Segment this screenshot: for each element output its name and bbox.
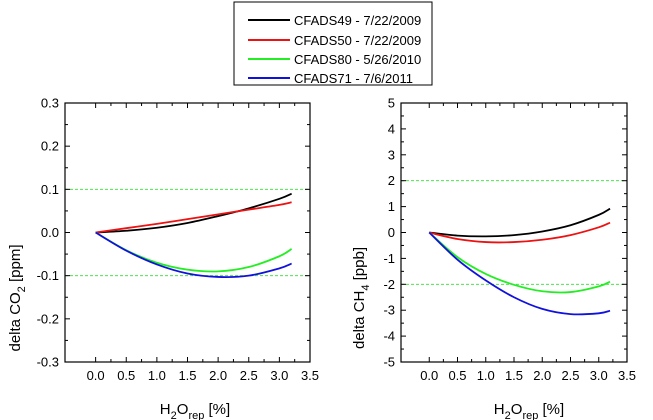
ch4-x-tick-label-0: 0.0 xyxy=(420,368,438,383)
legend-box xyxy=(233,1,433,86)
co2-y-tick-label-4: 0.1 xyxy=(41,182,59,197)
ch4-x-axis-label: H2Orep [%] xyxy=(494,401,564,420)
co2-series-line-3 xyxy=(95,231,292,279)
co2-x-tick-label-0: 0.0 xyxy=(87,368,105,383)
legend-label-3: CFADS71 - 7/6/2011 xyxy=(294,71,413,86)
co2-panel: 0.0 0.5 1.0 1.5 2.0 2.5 3.0 3.5 -0.3 -0.2 -0.1 0.0 0… xyxy=(37,96,319,384)
ch4-x-tick-label-6: 3.0 xyxy=(590,368,608,383)
ch4-series-line-0 xyxy=(429,207,611,238)
ch4-y-tick-label-8: 3 xyxy=(388,147,395,162)
ch4-y-axis-label: delta CH4 [ppb] xyxy=(351,247,372,349)
co2-x-tick-label-4: 2.0 xyxy=(209,368,227,383)
ch4-x-tick-label-4: 2.0 xyxy=(533,368,551,383)
co2-x-tick-label-6: 3.0 xyxy=(270,368,288,383)
ch4-y-tick-label-9: 4 xyxy=(388,121,395,136)
co2-x-tick-label-1: 0.5 xyxy=(117,368,135,383)
ch4-x-tick-label-7: 3.5 xyxy=(618,368,636,383)
ch4-series-line-1 xyxy=(429,221,611,244)
co2-y-tick-label-5: 0.2 xyxy=(41,139,59,154)
ch4-x-tick-label-1: 0.5 xyxy=(448,368,466,383)
co2-y-tick-label-0: -0.3 xyxy=(37,355,59,370)
ch4-y-tick-label-4: -1 xyxy=(383,251,395,266)
legend-label-0: CFADS49 - 7/22/2009 xyxy=(294,13,421,28)
co2-x-tick-label-7: 3.5 xyxy=(301,368,319,383)
ch4-panel: 0.0 0.5 1.0 1.5 2.0 2.5 3.0 3.5 -5 -4 -3 -2 -1 0 1 2 3 4 5 xyxy=(383,96,636,384)
ch4-x-tick-label-2: 1.0 xyxy=(477,368,495,383)
ch4-y-tick-label-5: 0 xyxy=(388,225,395,240)
co2-x-tick-label-3: 1.5 xyxy=(178,368,196,383)
co2-y-axis-label: delta CO2 [ppm] xyxy=(7,244,28,351)
co2-y-tick-label-1: -0.2 xyxy=(37,311,59,326)
ch4-y-tick-label-3: -2 xyxy=(383,277,395,292)
ch4-x-tick-label-5: 2.5 xyxy=(561,368,579,383)
ch4-y-tick-label-7: 2 xyxy=(388,173,395,188)
ch4-y-tick-label-1: -4 xyxy=(383,329,395,344)
ch4-x-tick-label-3: 1.5 xyxy=(505,368,523,383)
co2-x-tick-label-2: 1.0 xyxy=(148,368,166,383)
co2-x-tick-label-5: 2.5 xyxy=(240,368,258,383)
legend-label-1: CFADS50 - 7/22/2009 xyxy=(294,33,421,48)
ch4-series-line-3 xyxy=(428,231,611,316)
ch4-y-tick-label-0: -5 xyxy=(383,355,395,370)
co2-y-tick-label-3: 0.0 xyxy=(41,225,59,240)
ch4-y-tick-label-10: 5 xyxy=(388,96,395,111)
co2-y-tick-label-6: 0.3 xyxy=(41,96,59,111)
co2-x-axis-label: H2Orep [%] xyxy=(160,401,230,420)
co2-y-tick-label-2: -0.1 xyxy=(37,268,59,283)
ch4-y-tick-label-6: 1 xyxy=(388,199,395,214)
co2-series-line-2 xyxy=(95,231,293,273)
ch4-series-line-2 xyxy=(428,231,611,294)
co2-series-line-1 xyxy=(95,201,292,234)
co2-series-line-0 xyxy=(95,192,292,234)
legend: CFADS49 - 7/22/2009 CFADS50 - 7/22/2009 … xyxy=(233,1,433,86)
legend-label-2: CFADS80 - 5/26/2010 xyxy=(294,52,421,67)
ch4-y-tick-label-2: -3 xyxy=(383,303,395,318)
